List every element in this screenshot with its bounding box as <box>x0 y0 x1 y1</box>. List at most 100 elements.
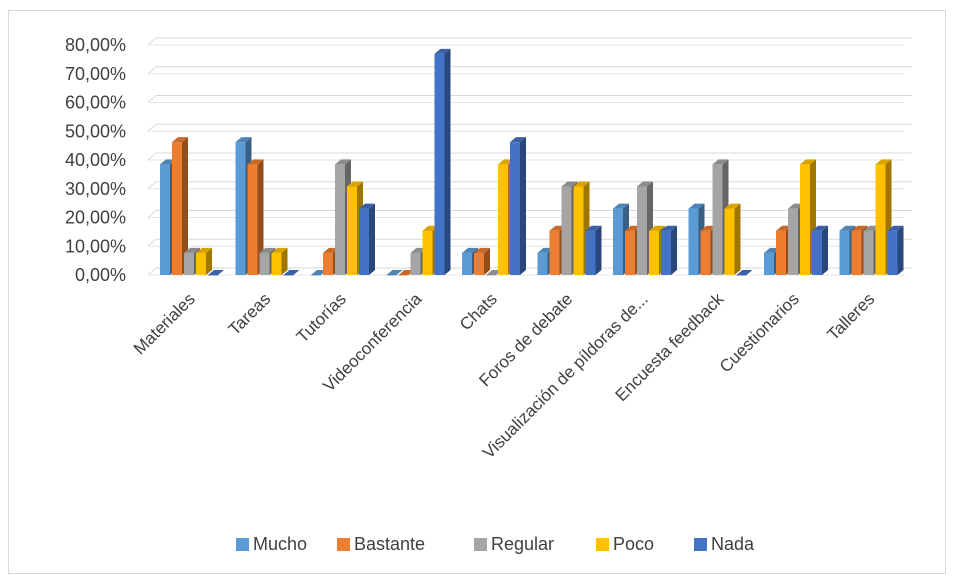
bar-poco-front <box>422 230 433 275</box>
y-tick-label: 20,00% <box>65 208 126 228</box>
bar-nada-top <box>434 48 451 54</box>
bar-poco-front <box>724 208 735 275</box>
bar-regular-front <box>637 186 647 275</box>
bar-poco-side <box>734 203 741 275</box>
bar-regular-front <box>410 252 421 275</box>
bar-regular-front <box>561 186 572 275</box>
bar-nada-top <box>661 225 677 231</box>
y-tick-label: 50,00% <box>65 121 126 141</box>
bar-regular-front <box>184 252 194 275</box>
bar-regular-top <box>637 181 653 187</box>
bar-regular-top <box>184 247 200 253</box>
bar-nada-front <box>208 275 218 276</box>
legend-label-mucho: Mucho <box>253 534 307 554</box>
bar-poco-side <box>281 247 288 275</box>
y-tick-label: 70,00% <box>65 64 126 84</box>
bar-regular-front <box>259 252 270 275</box>
bar-poco-side <box>206 247 212 275</box>
gridline-wall <box>147 238 157 247</box>
bar-regular-front <box>712 164 723 275</box>
bar-nada-side <box>822 225 828 275</box>
bar-bastante-top <box>474 247 490 253</box>
bar-bastante-front <box>549 230 560 275</box>
y-tick-label: 80,00% <box>65 35 126 55</box>
bar-regular-top <box>712 159 729 165</box>
bar-regular-front <box>788 208 798 275</box>
bar-regular-front <box>335 164 345 275</box>
x-tick-label: Cuestionarios <box>716 289 803 376</box>
bar-poco-front <box>498 164 508 275</box>
bar-nada-top <box>887 225 904 231</box>
legend-swatch-regular <box>474 538 487 551</box>
bar-bastante-front <box>700 230 711 275</box>
gridline-wall <box>147 37 157 46</box>
bar-bastante-side <box>257 159 264 275</box>
bar-regular-front <box>863 230 874 275</box>
bar-poco-top <box>724 203 741 209</box>
bar-poco-top <box>347 181 363 187</box>
bar-nada-front <box>359 208 369 275</box>
bar-mucho-front <box>386 275 397 276</box>
legend-swatch-nada <box>694 538 707 551</box>
y-tick-label: 60,00% <box>65 93 126 113</box>
y-tick-label: 30,00% <box>65 179 126 199</box>
bar-mucho-front <box>462 252 472 275</box>
legend-swatch-mucho <box>236 538 249 551</box>
legend-label-poco: Poco <box>613 534 654 554</box>
x-tick-label: Talleres <box>823 289 878 344</box>
legend-swatch-poco <box>596 538 609 551</box>
bar-poco-top <box>875 159 892 165</box>
bar-nada-side <box>595 225 602 275</box>
bar-poco-top <box>800 159 816 165</box>
bar-mucho-front <box>160 164 170 275</box>
bar-bastante-front <box>625 230 635 275</box>
gridline-wall <box>147 152 157 161</box>
bar-nada-top <box>208 270 224 275</box>
bar-bastante-front <box>398 275 409 276</box>
bar-nada-front <box>585 230 596 275</box>
bar-mucho-front <box>839 230 850 275</box>
gridline-wall <box>147 267 157 276</box>
bar-bastante-front <box>172 142 182 275</box>
bar-mucho-front <box>537 252 548 275</box>
x-tick-label: Tareas <box>225 289 275 339</box>
bar-mucho-front <box>613 208 623 275</box>
bar-bastante-front <box>851 230 862 275</box>
bar-nada-top <box>812 225 828 231</box>
bar-bastante-top <box>247 159 264 165</box>
bar-bastante-side <box>182 137 188 275</box>
bar-poco-front <box>196 252 206 275</box>
bar-bastante-top <box>851 225 868 231</box>
x-tick-label: Chats <box>456 289 501 334</box>
legend-label-regular: Regular <box>491 534 554 554</box>
bar-nada-side <box>520 137 526 275</box>
bar-bastante-front <box>776 230 786 275</box>
bar-poco-top <box>649 225 665 231</box>
bar-nada-top <box>359 203 375 209</box>
bar-poco-top <box>196 247 212 253</box>
bar-regular-top <box>259 247 276 253</box>
bar-nada-side <box>671 225 677 275</box>
bar-nada-front <box>510 142 520 275</box>
legend-label-bastante: Bastante <box>354 534 425 554</box>
bar-poco-front <box>573 186 584 275</box>
gridline-wall <box>147 66 157 75</box>
x-tick-label: Tutorías <box>293 289 350 346</box>
bar-mucho-front <box>764 252 774 275</box>
bar-bastante-side <box>484 247 490 275</box>
bar-nada-side <box>444 48 451 275</box>
bar-mucho-front <box>235 142 246 275</box>
bar-nada-top <box>283 270 300 275</box>
bar-poco-front <box>347 186 357 275</box>
bar-bastante-front <box>474 252 484 275</box>
bar-nada-front <box>887 230 898 275</box>
bar-poco-top <box>573 181 590 187</box>
bar-nada-top <box>510 137 526 143</box>
chart-frame <box>8 10 946 574</box>
bar-bastante-top <box>172 137 188 143</box>
gridline-wall <box>147 181 157 190</box>
gridline-wall <box>147 210 157 218</box>
bar-regular-top <box>335 159 351 165</box>
bar-mucho-top <box>462 247 478 253</box>
